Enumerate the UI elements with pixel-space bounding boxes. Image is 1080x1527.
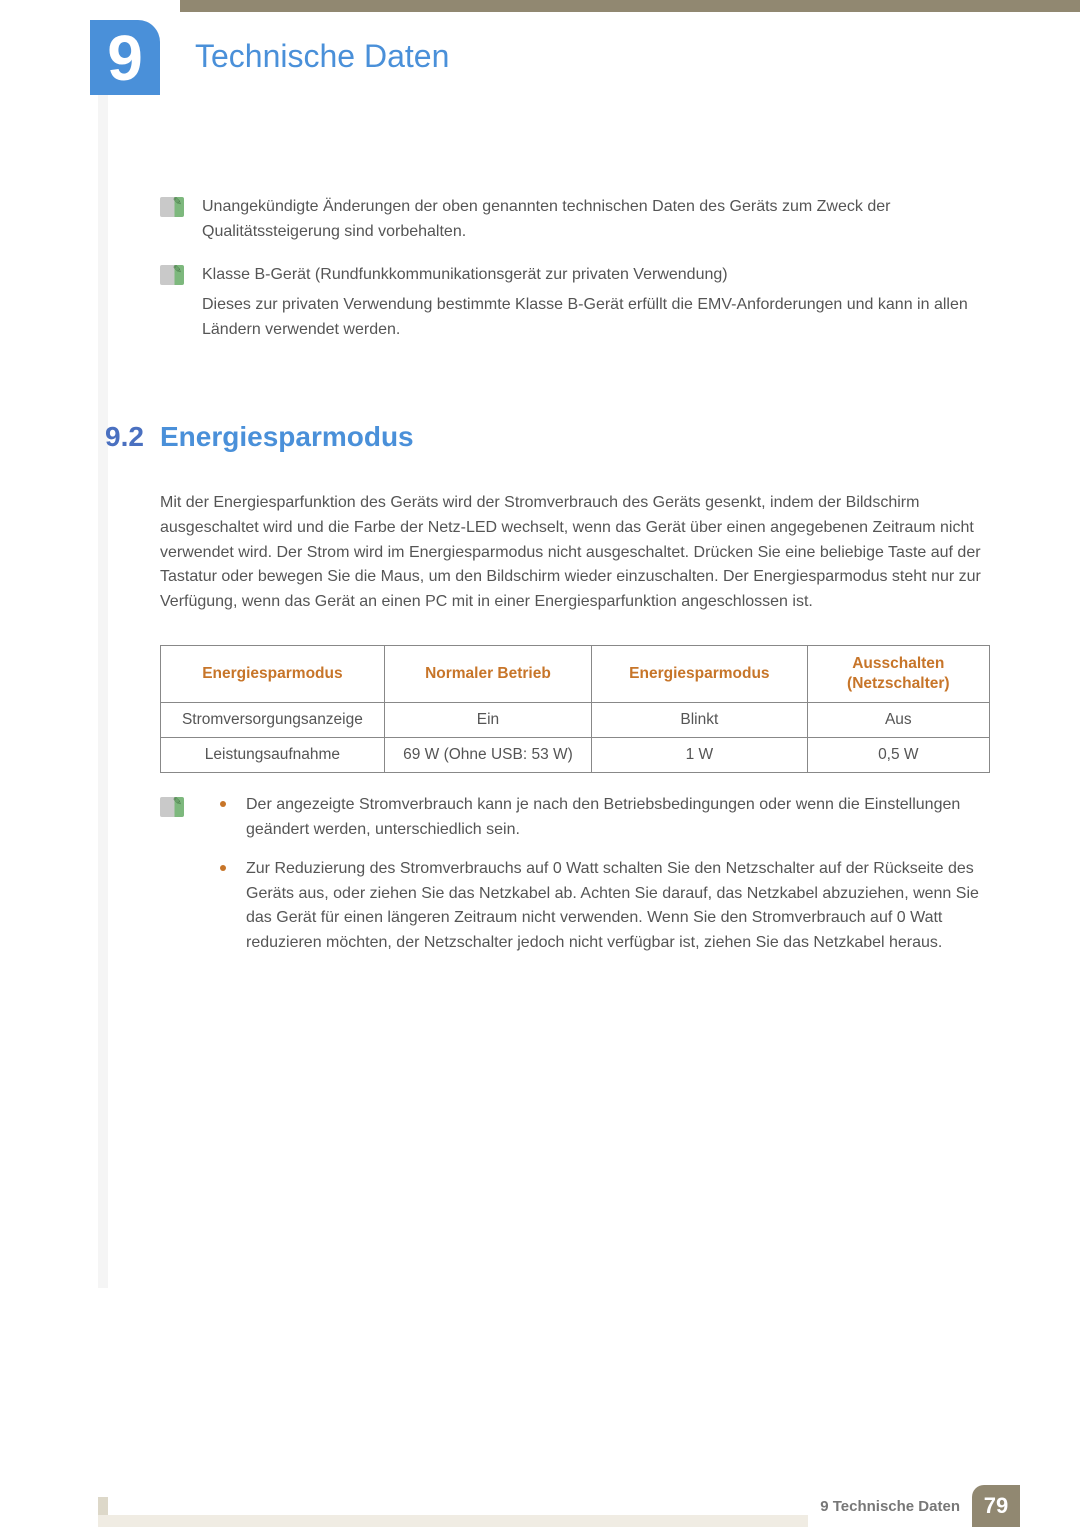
bullet-list: Der angezeigte Stromverbrauch kann je na… bbox=[220, 793, 990, 970]
td-r2c4: 0,5 W bbox=[807, 738, 989, 773]
th-1: Energiesparmodus bbox=[161, 645, 385, 702]
chapter-number: 9 bbox=[107, 26, 143, 90]
th-2: Normaler Betrieb bbox=[384, 645, 591, 702]
note-icon bbox=[160, 197, 184, 217]
bullet-text-2: Zur Reduzierung des Stromverbrauchs auf … bbox=[246, 857, 990, 956]
page-number-badge: 79 bbox=[972, 1485, 1020, 1527]
note-text-2: Klasse B-Gerät (Rundfunkkommunikationsge… bbox=[202, 263, 990, 343]
td-r1c3: Blinkt bbox=[592, 703, 808, 738]
list-item: Zur Reduzierung des Stromverbrauchs auf … bbox=[220, 857, 990, 956]
note-bullets-block: Der angezeigte Stromverbrauch kann je na… bbox=[160, 793, 990, 970]
table-header-row: Energiesparmodus Normaler Betrieb Energi… bbox=[161, 645, 990, 702]
note-icon bbox=[160, 797, 184, 817]
footer: 9 Technische Daten 79 bbox=[0, 1485, 1080, 1527]
note-2-line2: Dieses zur privaten Verwendung bestimmte… bbox=[202, 293, 990, 343]
bullet-icon bbox=[220, 801, 226, 807]
bullet-icon bbox=[220, 865, 226, 871]
note-block-1: Unangekündigte Änderungen der oben genan… bbox=[160, 195, 990, 245]
td-r1c4: Aus bbox=[807, 703, 989, 738]
footer-bar bbox=[98, 1515, 808, 1527]
bullet-text-1: Der angezeigte Stromverbrauch kann je na… bbox=[246, 793, 990, 843]
td-r1c1: Stromversorgungsanzeige bbox=[161, 703, 385, 738]
note-2-line1: Klasse B-Gerät (Rundfunkkommunikationsge… bbox=[202, 263, 990, 288]
td-r2c1: Leistungsaufnahme bbox=[161, 738, 385, 773]
td-r2c3: 1 W bbox=[592, 738, 808, 773]
note-text-1: Unangekündigte Änderungen der oben genan… bbox=[202, 195, 990, 245]
section-number: 9.2 bbox=[105, 421, 160, 453]
th-3: Energiesparmodus bbox=[592, 645, 808, 702]
note-icon bbox=[160, 265, 184, 285]
td-r1c2: Ein bbox=[384, 703, 591, 738]
section-title: Energiesparmodus bbox=[160, 421, 414, 453]
left-accent-bar bbox=[98, 28, 108, 1288]
th-4: Ausschalten (Netzschalter) bbox=[807, 645, 989, 702]
energy-table: Energiesparmodus Normaler Betrieb Energi… bbox=[160, 645, 990, 773]
section-body: Mit der Energiesparfunktion des Geräts w… bbox=[160, 491, 990, 615]
top-bar bbox=[180, 0, 1080, 12]
note-block-2: Klasse B-Gerät (Rundfunkkommunikationsge… bbox=[160, 263, 990, 343]
table-row: Stromversorgungsanzeige Ein Blinkt Aus bbox=[161, 703, 990, 738]
chapter-title: Technische Daten bbox=[195, 38, 449, 75]
section-header: 9.2 Energiesparmodus bbox=[105, 421, 990, 453]
td-r2c2: 69 W (Ohne USB: 53 W) bbox=[384, 738, 591, 773]
table-row: Leistungsaufnahme 69 W (Ohne USB: 53 W) … bbox=[161, 738, 990, 773]
list-item: Der angezeigte Stromverbrauch kann je na… bbox=[220, 793, 990, 843]
chapter-badge: 9 bbox=[90, 20, 160, 95]
content-area: Unangekündigte Änderungen der oben genan… bbox=[160, 195, 990, 970]
page-number: 79 bbox=[984, 1493, 1008, 1519]
footer-text: 9 Technische Daten bbox=[820, 1498, 960, 1515]
